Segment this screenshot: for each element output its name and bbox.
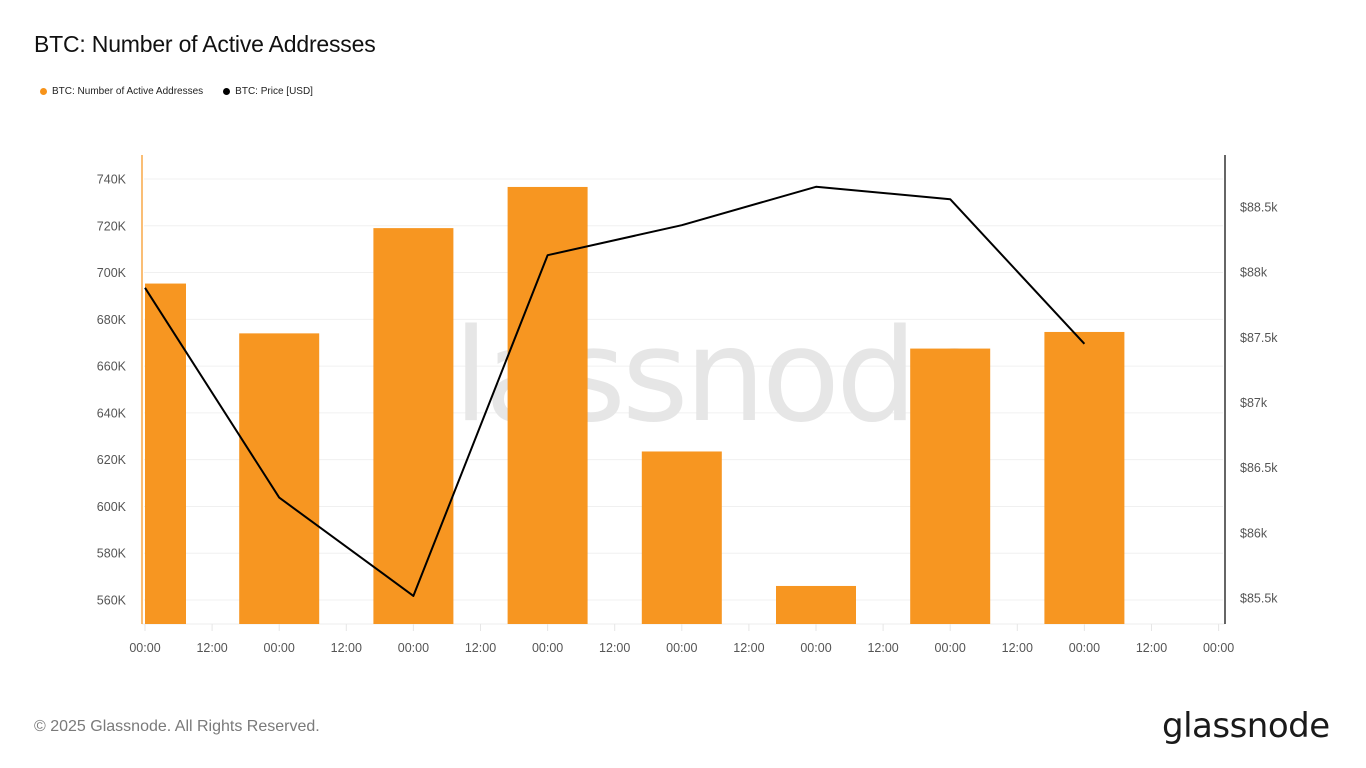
y-right-tick-label: $87.5k bbox=[1240, 331, 1278, 345]
x-tick-label: 00:00 bbox=[1069, 641, 1100, 655]
y-left-tick-label: 640K bbox=[97, 406, 127, 420]
bar[interactable] bbox=[910, 348, 991, 624]
bar[interactable] bbox=[507, 186, 588, 625]
y-left-tick-label: 620K bbox=[97, 453, 127, 467]
bar[interactable] bbox=[145, 283, 186, 624]
y-left-tick-label: 580K bbox=[97, 547, 127, 561]
y-right-tick-label: $88.5k bbox=[1240, 201, 1278, 215]
y-left-tick-label: 720K bbox=[97, 219, 127, 233]
x-tick-label: 12:00 bbox=[1136, 641, 1167, 655]
x-tick-label: 00:00 bbox=[398, 641, 429, 655]
x-tick-label: 00:00 bbox=[129, 641, 160, 655]
bar[interactable] bbox=[776, 585, 856, 624]
legend-dot-icon bbox=[40, 88, 47, 95]
copyright-text: © 2025 Glassnode. All Rights Reserved. bbox=[34, 718, 320, 735]
y-left-tick-label: 660K bbox=[97, 360, 127, 374]
price-line bbox=[144, 185, 1086, 597]
x-tick-label: 12:00 bbox=[1002, 641, 1033, 655]
watermark-text: glassnode bbox=[376, 302, 988, 451]
x-tick-label: 12:00 bbox=[465, 641, 496, 655]
chart-title: BTC: Number of Active Addresses bbox=[34, 31, 376, 57]
y-left-tick-label: 560K bbox=[97, 594, 127, 608]
x-tick-label: 00:00 bbox=[532, 641, 563, 655]
y-right-tick-label: $87k bbox=[1240, 396, 1268, 410]
y-right-tick-label: $88k bbox=[1240, 266, 1268, 280]
legend: BTC: Number of Active Addresses BTC: Pri… bbox=[40, 86, 313, 97]
legend-label: BTC: Price [USD] bbox=[235, 86, 313, 97]
x-tick-label: 00:00 bbox=[935, 641, 966, 655]
y-left-tick-label: 700K bbox=[97, 266, 127, 280]
bar[interactable] bbox=[1044, 331, 1125, 624]
bar[interactable] bbox=[239, 333, 320, 624]
glassnode-logo: glassnode bbox=[1162, 706, 1330, 746]
x-tick-label: 00:00 bbox=[264, 641, 295, 655]
y-right-tick-label: $85.5k bbox=[1240, 591, 1278, 605]
bar[interactable] bbox=[373, 228, 454, 624]
left-y-axis: 560K 580K 600K 620K 640K 660K 680K 700K 720K 740K bbox=[97, 155, 143, 624]
legend-dot-icon bbox=[223, 88, 231, 95]
x-tick-label: 12:00 bbox=[867, 641, 898, 655]
legend-item-price[interactable]: BTC: Price [USD] bbox=[223, 86, 313, 97]
legend-item-active-addresses[interactable]: BTC: Number of Active Addresses bbox=[40, 86, 203, 97]
x-tick-label: 12:00 bbox=[733, 641, 764, 655]
legend-label: BTC: Number of Active Addresses bbox=[52, 86, 204, 97]
x-axis: 00:00 12:00 00:00 12:00 00:00 12:00 00:00 12:00… bbox=[129, 624, 1234, 655]
y-right-tick-label: $86k bbox=[1240, 526, 1268, 540]
x-tick-label: 00:00 bbox=[1203, 641, 1234, 655]
chart-area: glassnode 00:00 12:00 00:00 12:00 00:00 12:00… bbox=[97, 155, 1278, 655]
y-right-tick-label: $86.5k bbox=[1240, 461, 1278, 475]
x-tick-label: 00:00 bbox=[666, 641, 697, 655]
x-tick-label: 12:00 bbox=[196, 641, 227, 655]
y-left-tick-label: 600K bbox=[97, 500, 127, 514]
bar[interactable] bbox=[641, 451, 722, 624]
right-y-axis: $85.5k $86k $86.5k $87k $87.5k $88k $88.5k bbox=[1224, 155, 1278, 624]
y-left-tick-label: 680K bbox=[97, 313, 127, 327]
y-left-tick-label: 740K bbox=[97, 173, 127, 187]
x-tick-label: 00:00 bbox=[800, 641, 831, 655]
x-tick-label: 12:00 bbox=[599, 641, 630, 655]
x-tick-label: 12:00 bbox=[331, 641, 362, 655]
gridlines bbox=[142, 178, 1225, 625]
